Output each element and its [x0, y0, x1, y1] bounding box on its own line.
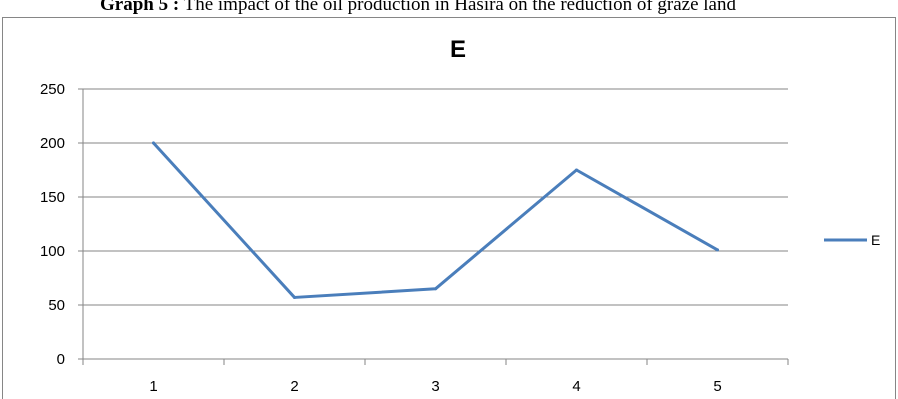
- y-tick-label: 0: [57, 351, 65, 368]
- chart-title: E: [450, 36, 466, 63]
- figure-caption: Graph 5 : The impact of the oil producti…: [100, 0, 736, 16]
- x-tick-label: 2: [290, 378, 298, 395]
- data-point: [716, 248, 719, 252]
- data-point: [575, 168, 578, 172]
- x-tick-label: 1: [149, 378, 157, 395]
- y-tick-label: 100: [40, 243, 65, 260]
- x-tick-label: 4: [572, 378, 580, 395]
- x-tick-label: 3: [431, 378, 439, 395]
- legend-label: E: [871, 232, 880, 248]
- y-tick-label: 250: [40, 81, 65, 98]
- caption-text: The impact of the oil production in Hasi…: [179, 0, 736, 15]
- data-point: [434, 287, 437, 291]
- y-tick-label: 150: [40, 189, 65, 206]
- y-tick-label: 200: [40, 135, 65, 152]
- data-point: [152, 141, 155, 145]
- x-tick-label: 5: [713, 378, 721, 395]
- y-tick-label: 50: [48, 297, 65, 314]
- caption-prefix: Graph 5 :: [100, 0, 180, 15]
- series-line: [152, 141, 719, 299]
- chart-frame: [2, 17, 896, 399]
- data-point: [293, 295, 296, 299]
